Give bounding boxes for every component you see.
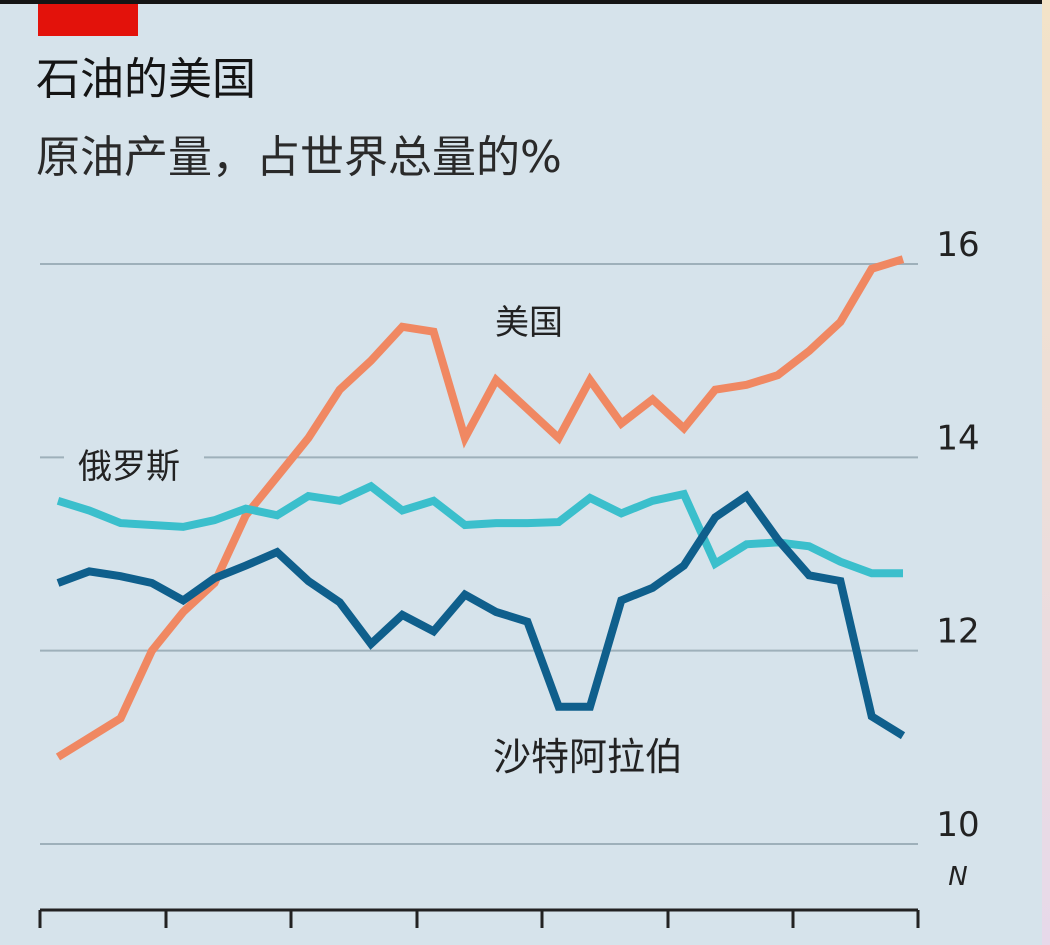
y-tick-label-12: 12 (936, 612, 979, 652)
x-axis: N (38, 862, 968, 928)
chart-title: 石油的美国 (36, 54, 256, 105)
brand-tag (38, 4, 138, 36)
top-border (0, 0, 1050, 4)
grid-layer: 10 12 14 16 (40, 225, 980, 845)
chart-subtitle: 原油产量，占世界总量的% (36, 132, 562, 183)
y-tick-label-14: 14 (936, 418, 979, 458)
usa-line (55, 255, 905, 761)
russia-label-bg (64, 440, 204, 496)
saudi-line (56, 490, 906, 740)
x-axis-marker: N (948, 862, 967, 892)
right-edge-strip (1042, 0, 1050, 945)
russia-line (56, 481, 903, 578)
russia-label: 俄罗斯 (78, 447, 180, 487)
saudi-label: 沙特阿拉伯 (493, 735, 683, 779)
series-layer (55, 255, 906, 761)
y-tick-label-16: 16 (936, 225, 979, 265)
usa-label: 美国 (495, 303, 563, 343)
y-tick-label-10: 10 (936, 805, 979, 845)
